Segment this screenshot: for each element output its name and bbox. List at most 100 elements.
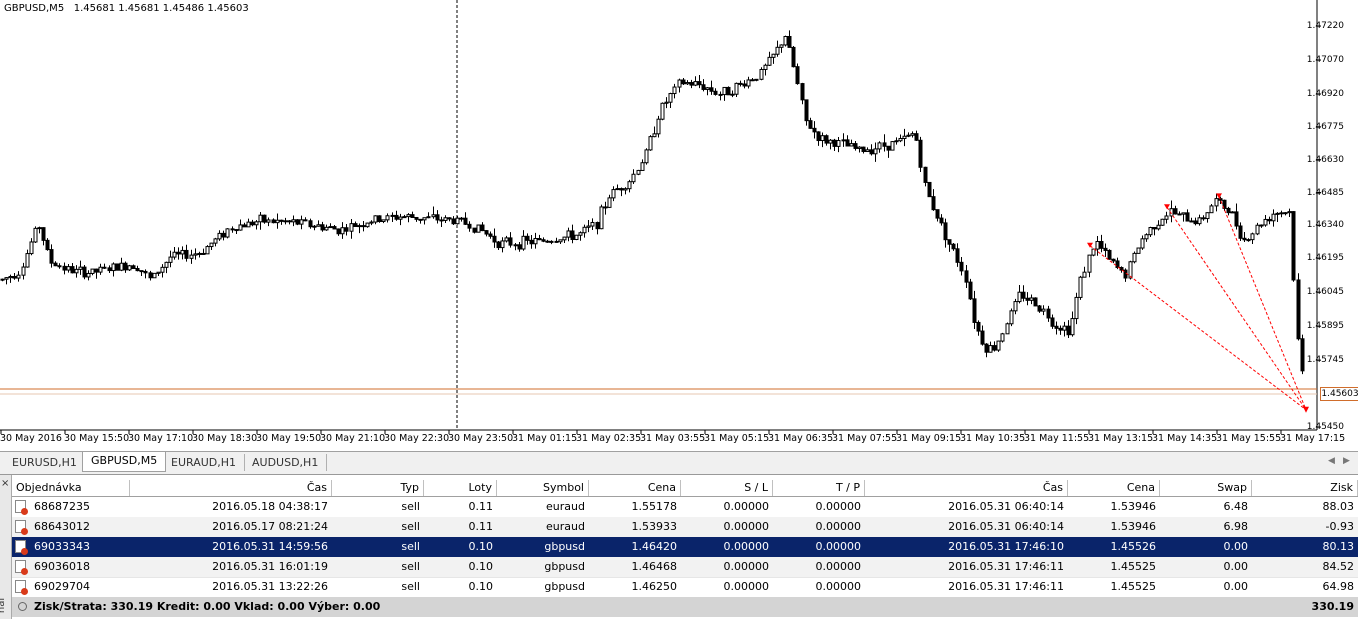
order-icon	[15, 500, 28, 515]
candle-body	[1177, 213, 1182, 216]
table-row[interactable]: 69033343 2016.05.31 14:59:56 sell 0.10 gbpus…	[12, 537, 1358, 558]
candle-body	[176, 251, 181, 255]
candle-body	[554, 240, 559, 243]
candle-body	[1238, 225, 1243, 239]
column-header[interactable]: Cena	[1068, 480, 1160, 496]
column-header[interactable]: Zisk	[1252, 480, 1358, 496]
candle-body	[111, 263, 116, 272]
candle-body	[357, 225, 362, 228]
candle-body	[759, 68, 764, 80]
table-row[interactable]: 69036018 2016.05.31 16:01:19 sell 0.10 gbpus…	[12, 557, 1358, 578]
table-row[interactable]: 68643012 2016.05.17 08:21:24 sell 0.11 eurau…	[12, 517, 1358, 538]
candle-body	[377, 215, 382, 223]
candle-body	[312, 225, 317, 228]
candle-body	[603, 206, 608, 209]
tab-scroll-right-icon[interactable]: ▶	[1343, 456, 1350, 466]
candle-body	[148, 272, 153, 279]
price-tick-label: 1.47070	[1306, 54, 1344, 65]
time-tick-label: 31 May 01:15	[512, 433, 578, 444]
column-header[interactable]: Swap	[1160, 480, 1252, 496]
price-tick-label: 1.46775	[1306, 121, 1344, 132]
candle-body	[340, 227, 345, 235]
column-header[interactable]: Objednávka	[12, 480, 130, 496]
candle-body	[381, 219, 386, 223]
candle-body	[275, 219, 280, 224]
column-header[interactable]: S / L	[681, 480, 773, 496]
table-cell: 69033343	[34, 540, 90, 553]
summary-total: 330.19	[1311, 600, 1354, 613]
candle-body	[418, 218, 423, 221]
candle-body	[771, 53, 776, 58]
candle-body	[1058, 327, 1063, 331]
table-row[interactable]: 68687235 2016.05.18 04:38:17 sell 0.11 eurau…	[12, 497, 1358, 518]
candle-body	[1263, 218, 1268, 226]
time-tick-label: 31 May 14:35	[1152, 433, 1218, 444]
candle-body	[513, 244, 518, 247]
candle-body	[45, 239, 50, 251]
candle-body	[119, 262, 124, 271]
chart-canvas[interactable]	[0, 0, 1358, 450]
column-header[interactable]: Symbol	[497, 480, 589, 496]
candle-body	[918, 139, 923, 168]
candle-body	[1128, 261, 1133, 279]
candle-body	[685, 82, 690, 85]
candle-body	[517, 244, 522, 250]
price-tick-label: 1.47220	[1306, 21, 1344, 31]
order-icon	[15, 520, 28, 535]
price-chart[interactable]: GBPUSD,M5 1.45681 1.45681 1.45486 1.4560…	[0, 0, 1358, 450]
candle-body	[1021, 291, 1026, 299]
tab-audusd-h1[interactable]: AUDUSD,H1	[244, 454, 328, 471]
column-header[interactable]: T / P	[773, 480, 865, 496]
time-tick-label: 31 May 10:35	[960, 433, 1026, 444]
tab-gbpusd-m5[interactable]: GBPUSD,M5	[82, 452, 167, 472]
candle-body	[1054, 325, 1059, 329]
candle-body	[426, 216, 431, 219]
candle-body	[21, 266, 26, 276]
column-header[interactable]: Loty	[424, 480, 497, 496]
candle-body	[845, 139, 850, 147]
tab-scroll-left-icon[interactable]: ◀	[1328, 456, 1335, 466]
column-header[interactable]: Čas	[130, 480, 332, 496]
candle-body	[435, 214, 440, 221]
candle-body	[16, 274, 21, 279]
candle-body	[1140, 238, 1145, 249]
candle-body	[496, 241, 501, 249]
candle-body	[1148, 227, 1153, 236]
table-row[interactable]: 69029704 2016.05.31 13:22:26 sell 0.10 gbpus…	[12, 577, 1358, 598]
candle-body	[1209, 205, 1214, 214]
candle-body	[254, 221, 259, 226]
column-header[interactable]: Čas	[865, 480, 1068, 496]
candle-body	[262, 214, 267, 223]
candle-body	[431, 214, 436, 218]
candle-body	[398, 216, 403, 220]
candle-body	[910, 133, 915, 136]
candle-body	[902, 135, 907, 139]
candle-body	[705, 87, 710, 90]
candle-body	[541, 239, 546, 242]
time-tick-label: 31 May 15:55	[1216, 433, 1282, 444]
candle-body	[968, 281, 973, 300]
candle-body	[414, 216, 419, 220]
candle-body	[869, 149, 874, 155]
candle-body	[1074, 296, 1079, 320]
table-cell: 2016.05.31 16:01:19	[212, 560, 328, 573]
candle-body	[677, 79, 682, 88]
order-icon	[15, 560, 28, 575]
candle-body	[246, 221, 251, 228]
table-cell: euraud	[546, 500, 585, 513]
tab-euraud-h1[interactable]: EURAUD,H1	[163, 454, 246, 471]
candle-body	[607, 197, 612, 208]
candle-body	[1193, 220, 1198, 225]
candle-body	[955, 248, 960, 263]
candle-body	[1160, 218, 1165, 226]
time-tick-label: 31 May 03:55	[640, 433, 706, 444]
column-header[interactable]: Typ	[332, 480, 424, 496]
table-cell: 1.45525	[1110, 560, 1157, 573]
tab-eurusd-h1[interactable]: EURUSD,H1	[4, 454, 86, 471]
candle-body	[160, 266, 165, 273]
candle-body	[156, 271, 161, 274]
candle-body	[123, 262, 128, 271]
close-icon[interactable]: ×	[1, 478, 10, 489]
column-header[interactable]: Cena	[589, 480, 681, 496]
candle-body	[931, 196, 936, 211]
